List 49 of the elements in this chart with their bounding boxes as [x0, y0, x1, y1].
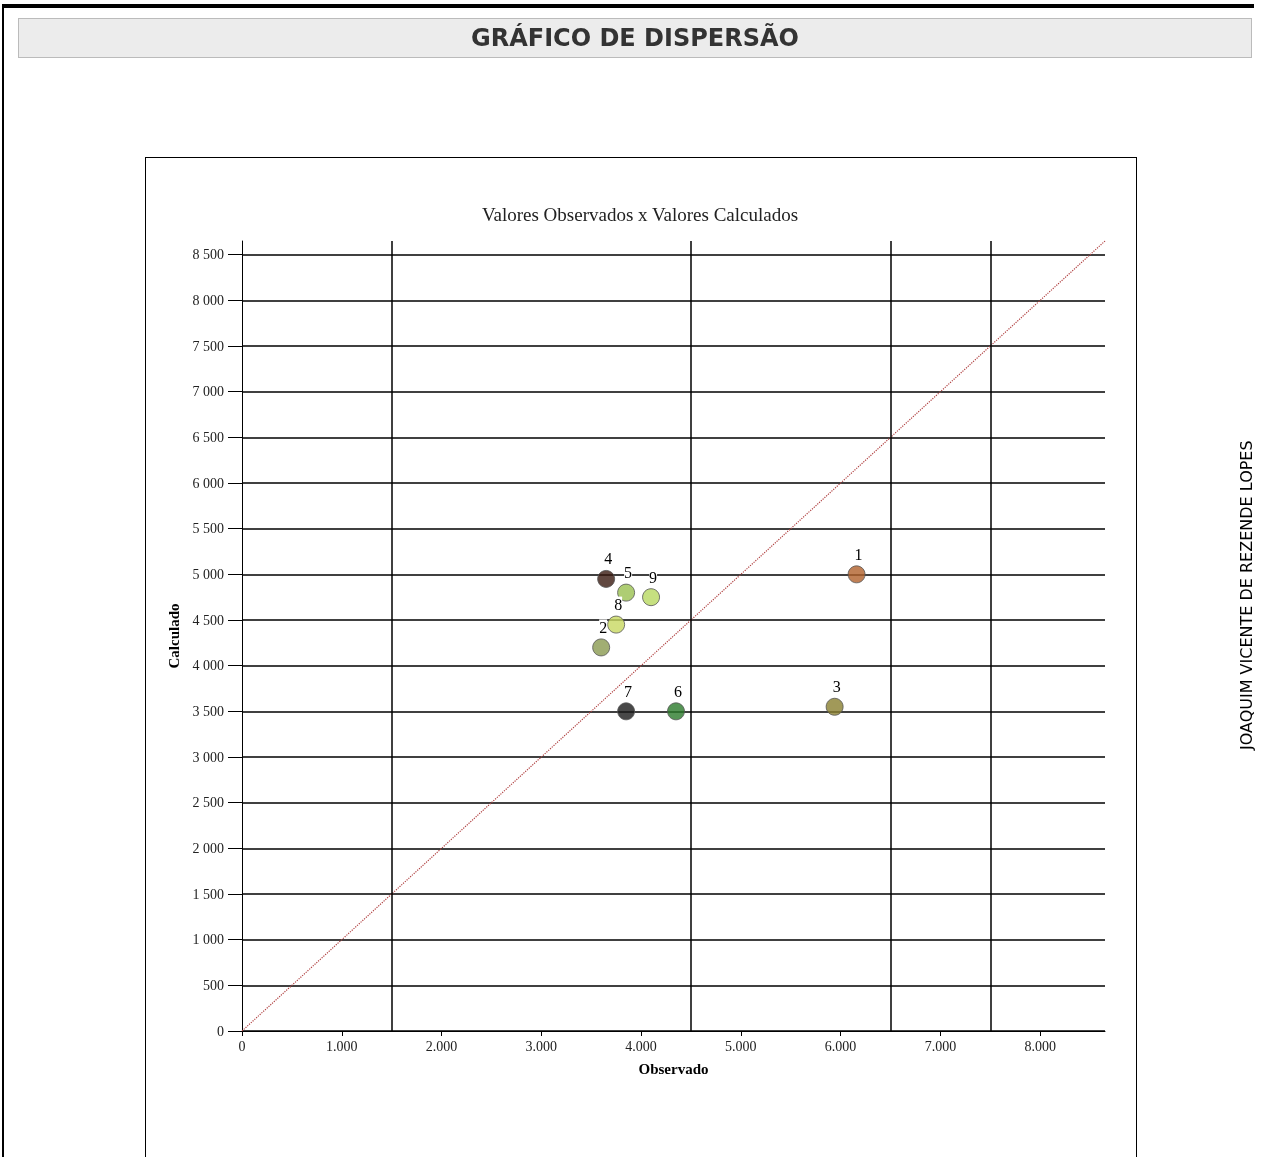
chart-title: GRÁFICO DE DISPERSÃO — [18, 18, 1252, 58]
annotation: 3 — [832, 678, 841, 696]
y-tick-label: 6 500 — [192, 429, 224, 445]
annotation: 9 — [649, 568, 658, 586]
x-tick-label: 0 — [238, 1038, 246, 1054]
y-tick-label: 6 000 — [192, 475, 224, 491]
y-tick-label: 4 000 — [192, 658, 224, 674]
x-tick-label: 7.000 — [924, 1038, 957, 1054]
point — [607, 615, 626, 634]
y-tick-label: 8 000 — [192, 292, 224, 308]
y-tick-label: 3 500 — [192, 703, 224, 719]
point — [642, 588, 661, 607]
chart-subtitle: Valores Observados x Valores Calculados — [481, 204, 799, 225]
y-tick-label: 5 000 — [192, 566, 224, 582]
annotation: 2 — [599, 618, 608, 636]
x-tick-label: 8.000 — [1024, 1038, 1056, 1054]
y-tick-label: 1 000 — [192, 932, 224, 948]
point — [617, 702, 636, 721]
y-tick-label: 2 000 — [192, 840, 224, 856]
point — [597, 569, 616, 588]
point — [825, 697, 844, 716]
point — [667, 702, 685, 721]
annotation: 5 — [624, 564, 633, 582]
annotation: 1 — [854, 545, 863, 563]
text: JOAQUIM VICENTE DE REZENDE LOPES — [1237, 439, 1257, 750]
x-axis-title: Observado — [638, 1060, 709, 1077]
y-tick-label: 500 — [203, 977, 224, 993]
annotation: 8 — [614, 596, 623, 614]
y-tick-label: 8 500 — [192, 247, 224, 263]
y-tick-label: 4 500 — [192, 612, 224, 628]
point — [592, 638, 611, 657]
y-tick-label: 0 — [217, 1023, 224, 1039]
y-axis-title: Calculado — [166, 603, 183, 669]
x-tick-label: 2.000 — [425, 1038, 458, 1054]
y-tick-label: 2 500 — [192, 795, 224, 811]
y-tick-label: 7 500 — [192, 338, 224, 354]
point — [847, 565, 866, 584]
y-tick-label: 7 000 — [192, 384, 224, 400]
x-tick-label: 5.000 — [725, 1038, 757, 1054]
x-tick-label: 4.000 — [625, 1038, 657, 1054]
x-tick-label: 1.000 — [326, 1038, 358, 1054]
annotation: 7 — [624, 682, 633, 700]
y-tick-label: 5 500 — [192, 521, 224, 537]
x-tick-label: 6.000 — [824, 1038, 857, 1054]
x-tick-label: 3.000 — [525, 1038, 558, 1054]
annotation: 6 — [673, 682, 682, 700]
y-tick-label: 1 500 — [192, 886, 224, 902]
y-tick-label: 3 000 — [192, 749, 224, 765]
annotation: 4 — [604, 550, 613, 568]
